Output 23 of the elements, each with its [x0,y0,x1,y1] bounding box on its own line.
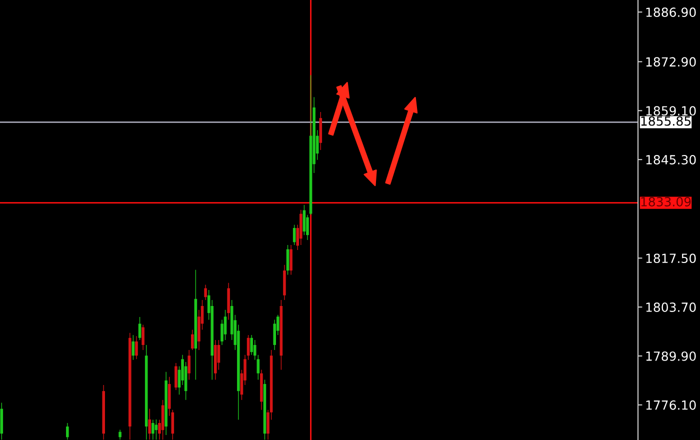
y-tick-label: 1845.30 [646,155,696,164]
y-tick-label: 1886.90 [646,8,696,17]
candlestick [142,324,144,350]
candlestick [204,284,207,300]
y-tick-label: 1803.70 [646,302,696,312]
candlestick [152,419,154,440]
candlestick [290,244,292,276]
y-tick-label: 1789.90 [646,351,696,361]
ref-line-label: 1855.85 [641,116,691,126]
candlestick [66,422,69,440]
y-tick-label: 1776.10 [646,400,696,410]
candlestick [148,408,152,440]
candlestick [138,316,142,340]
candlestick [174,362,178,390]
y-tick-label: 1872.90 [646,57,696,67]
candlestick [135,336,138,360]
candlestick [118,429,122,440]
y-tick-label: 1817.50 [646,254,696,264]
candlestick [190,329,194,350]
y-tick-label: 1859.10 [646,106,696,116]
ref-line-label: 1833.09 [641,197,691,206]
candlestick [273,319,276,350]
candlestick [188,350,190,380]
